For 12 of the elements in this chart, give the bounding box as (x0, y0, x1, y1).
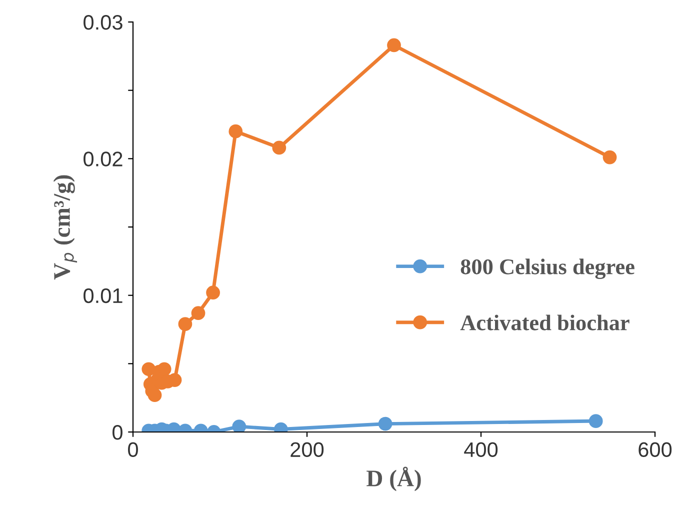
legend-label: 800 Celsius degree (460, 258, 634, 280)
y-tick-label: 0.02 (84, 152, 122, 166)
x-tick-label: 400 (464, 442, 498, 458)
y-tick-label: 0 (112, 425, 122, 440)
legend-label: Activated biochar (460, 314, 630, 330)
x-axis-title: D (Å) (366, 466, 421, 492)
x-tick-label: 600 (638, 442, 672, 458)
x-tick-label: 0 (128, 442, 138, 458)
x-tick-label: 200 (290, 442, 324, 458)
y-tick-label: 0.03 (84, 15, 122, 30)
y-axis-title: V$_{p}$ (cm³/g) (53, 175, 78, 280)
y-tick-label: 0.01 (84, 288, 122, 304)
